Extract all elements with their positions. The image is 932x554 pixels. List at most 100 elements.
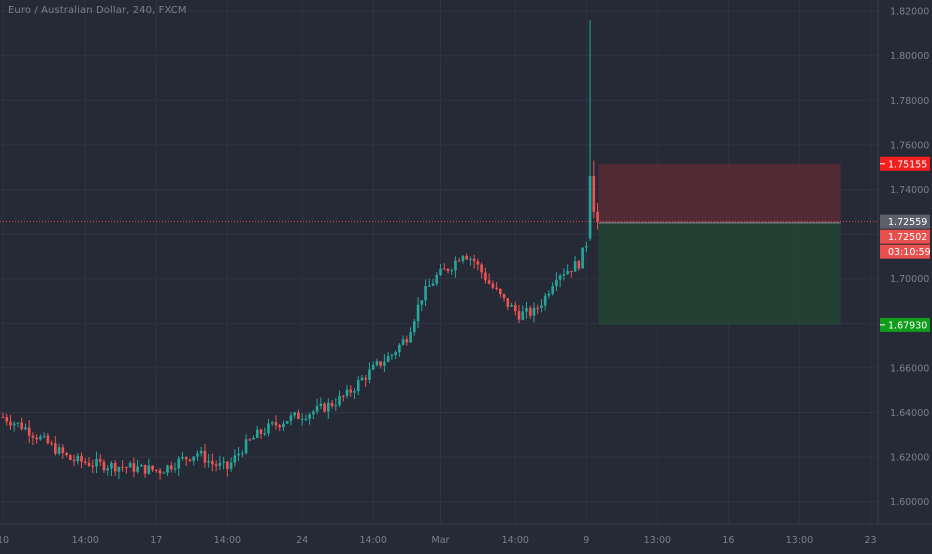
candle-up	[461, 255, 465, 262]
time-tick-label: 13:00	[786, 535, 813, 546]
candle-down	[214, 464, 218, 466]
candle-up	[267, 423, 270, 434]
candle-down	[72, 459, 76, 462]
candle-up	[300, 418, 304, 420]
candle-down	[188, 459, 192, 461]
candle-up	[345, 389, 349, 396]
candle-up	[558, 275, 562, 280]
candle-up	[394, 352, 397, 355]
candle-up	[136, 466, 139, 472]
candle-up	[375, 361, 379, 365]
candle-down	[506, 298, 510, 307]
candle-up	[252, 437, 255, 440]
candle-up	[469, 258, 472, 260]
candle-up	[319, 403, 323, 406]
candle-up	[356, 380, 360, 392]
candle-up	[162, 472, 166, 474]
candle-up	[454, 260, 457, 271]
candle-down	[184, 456, 188, 460]
price-tick-label: 1.60000	[890, 497, 929, 508]
candle-down	[465, 255, 468, 260]
candle-down	[513, 305, 517, 312]
candle-up	[24, 427, 27, 430]
candle-up	[360, 377, 364, 381]
candle-down	[27, 427, 31, 436]
candle-up	[510, 305, 513, 307]
candle-up	[353, 391, 356, 393]
candle-up	[439, 268, 442, 276]
target-price-badge	[880, 317, 930, 332]
price-tick-label: 1.70000	[890, 274, 929, 285]
candle-down	[577, 261, 581, 269]
candle-down	[113, 463, 117, 472]
candle-up	[450, 270, 454, 272]
bar-countdown-badge-text: 03:10:59	[888, 247, 931, 258]
price-tick-label: 1.78000	[890, 96, 929, 107]
time-tick-label: Mar	[432, 535, 450, 546]
candle-up	[304, 418, 308, 420]
candle-down	[35, 437, 38, 440]
candle-down	[50, 443, 53, 445]
candle-up	[543, 295, 547, 306]
candle-down	[491, 283, 495, 288]
candle-up	[263, 433, 267, 435]
bar-countdown-badge	[880, 244, 930, 259]
current-price-badge	[880, 214, 930, 229]
candle-up	[76, 455, 80, 462]
candle-down	[405, 339, 409, 343]
time-tick-label: 24	[296, 535, 308, 546]
candle-down	[502, 294, 506, 299]
candle-up	[386, 356, 390, 362]
candle-up	[147, 465, 151, 474]
candle-down	[259, 429, 263, 434]
candle-down	[499, 288, 502, 295]
candle-down	[297, 412, 300, 419]
candle-up	[581, 247, 584, 269]
take-profit-zone	[598, 222, 841, 325]
candle-down	[102, 461, 106, 471]
candle-up	[207, 461, 210, 463]
candle-up	[540, 305, 543, 308]
candle-up	[181, 456, 184, 459]
candle-up	[218, 462, 222, 466]
candle-up	[285, 421, 289, 424]
candle-up	[199, 450, 203, 454]
candle-down	[121, 467, 124, 469]
candle-down	[203, 450, 207, 463]
candle-up	[547, 293, 551, 296]
candle-down	[517, 311, 521, 320]
candle-down	[341, 395, 345, 397]
candle-down	[248, 439, 252, 441]
price-tick-label: 1.80000	[890, 51, 929, 62]
candle-up	[282, 423, 285, 428]
candle-up	[140, 464, 143, 467]
candle-up	[525, 308, 528, 312]
candle-up	[222, 461, 225, 463]
candle-up	[196, 453, 199, 457]
candle-up	[588, 176, 592, 239]
candle-down	[330, 402, 334, 407]
candle-down	[349, 389, 353, 393]
candle-up	[57, 447, 61, 454]
price-tick-label: 1.82000	[890, 7, 929, 18]
candle-up	[327, 402, 330, 412]
candle-down	[46, 435, 50, 444]
candle-up	[573, 261, 577, 272]
time-tick-label: 14:00	[502, 535, 529, 546]
candle-down	[158, 470, 162, 474]
candle-down	[570, 270, 573, 272]
candle-up	[416, 304, 420, 322]
candle-up	[371, 364, 375, 370]
stop-price-badge	[880, 156, 930, 171]
time-tick-label: 14:00	[72, 535, 99, 546]
candle-down	[484, 272, 487, 281]
candle-up	[229, 462, 233, 469]
candle-up	[435, 275, 439, 284]
candle-up	[409, 332, 412, 343]
candle-down	[226, 461, 229, 469]
candle-down	[592, 176, 596, 212]
candle-down	[278, 425, 282, 428]
candle-down	[87, 462, 91, 466]
